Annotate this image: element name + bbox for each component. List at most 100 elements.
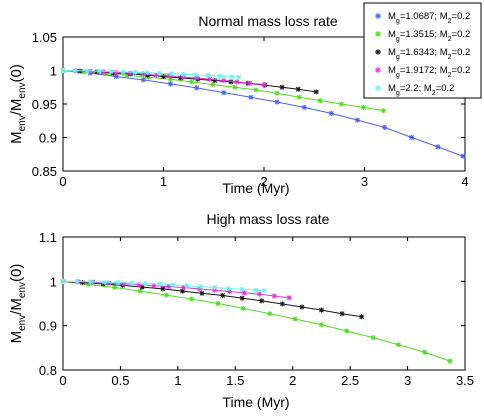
- text-part: =1.9172; M: [400, 65, 448, 76]
- subscript: 2: [448, 36, 452, 43]
- data-point: [163, 292, 169, 298]
- series-line: [62, 70, 464, 157]
- y-tick-label: 0.8: [39, 363, 57, 378]
- x-tick-label: 0.5: [111, 373, 129, 388]
- data-point: [338, 101, 344, 107]
- data-point: [221, 90, 227, 96]
- data-point: [395, 342, 401, 348]
- legend-entry-label: Mg=1.3515; M2=0.2: [388, 29, 470, 43]
- text-part: =0.2: [452, 29, 471, 40]
- y-tick-label: 0.95: [32, 97, 57, 112]
- data-point: [271, 293, 277, 299]
- text-part: /M: [8, 298, 25, 315]
- data-point: [108, 69, 114, 75]
- text-part: (0): [8, 64, 25, 82]
- legend-entry-label: Mg=1.9172; M2=0.2: [388, 65, 470, 79]
- text-part: =1.6343; M: [400, 47, 448, 58]
- data-point: [381, 108, 387, 114]
- data-point: [156, 70, 162, 76]
- y-tick-label: 0.9: [39, 319, 57, 334]
- legend-box: [363, 2, 482, 99]
- legend-entry-label: Mg=1.0687; M2=0.2: [388, 11, 470, 25]
- x-tick-label: 0: [59, 174, 66, 189]
- data-point: [344, 328, 350, 334]
- y-tick-label: 1.05: [32, 30, 57, 45]
- data-point: [140, 77, 146, 83]
- series-line: [62, 70, 317, 93]
- data-point: [113, 70, 119, 76]
- text-part: M: [388, 11, 396, 22]
- data-point: [199, 290, 205, 296]
- data-point: [313, 89, 319, 95]
- data-point: [232, 84, 238, 90]
- text-part: =0.2: [452, 47, 471, 58]
- legend-entry-label: Mg=2.2; M2=0.2: [388, 83, 454, 97]
- subscript: g: [396, 36, 400, 43]
- series-line: [62, 70, 384, 112]
- text-part: =0.2: [452, 65, 471, 76]
- y-tick-label: 1: [50, 64, 57, 79]
- data-point: [236, 74, 242, 80]
- data-point: [435, 144, 441, 150]
- data-point: [132, 69, 138, 75]
- data-point: [143, 281, 149, 287]
- chart-title: Normal mass loss rate: [198, 13, 337, 29]
- data-point: [422, 349, 428, 355]
- data-point: [229, 74, 235, 80]
- subscript: g: [396, 72, 400, 79]
- text-part: M: [8, 131, 25, 144]
- data-point: [212, 285, 218, 291]
- data-point: [127, 70, 133, 76]
- series-line: [62, 280, 265, 292]
- data-point: [239, 295, 245, 301]
- data-point: [292, 316, 298, 322]
- data-point: [115, 280, 121, 286]
- data-point: [156, 281, 162, 287]
- legend-marker: [375, 49, 381, 55]
- data-point: [261, 82, 267, 88]
- data-point: [181, 71, 187, 77]
- y-tick-label: 0.9: [39, 131, 57, 146]
- data-point: [220, 293, 226, 299]
- y-tick-label: 0.85: [32, 164, 57, 179]
- x-tick-label: 1: [174, 373, 181, 388]
- data-point: [382, 124, 388, 130]
- series-line: [62, 280, 290, 299]
- data-point: [72, 68, 78, 74]
- data-point: [120, 69, 126, 75]
- series-line: [62, 280, 451, 362]
- panel-high-mass-loss: 0 0.5 1 1.5 2 2.5 3 3.5 0.8 0.9 1 1.1 High mass loss…: [8, 211, 474, 410]
- legend-marker: [375, 31, 381, 37]
- data-point: [299, 304, 305, 310]
- data-point: [240, 305, 246, 311]
- data-point: [296, 94, 302, 100]
- data-point: [228, 79, 234, 85]
- x-tick-label: 2: [289, 373, 296, 388]
- text-part: M: [8, 331, 25, 344]
- data-point: [295, 86, 301, 92]
- legend-marker: [375, 85, 381, 91]
- text-part: =0.2: [452, 11, 471, 22]
- series-line: [62, 70, 239, 78]
- data-point: [318, 307, 324, 313]
- data-point: [301, 104, 307, 110]
- text-part: =0.2: [436, 83, 455, 94]
- data-point: [169, 71, 175, 77]
- data-point: [248, 94, 254, 100]
- x-tick-label: 1: [160, 174, 167, 189]
- data-point: [447, 358, 453, 364]
- text-part: M: [388, 83, 396, 94]
- x-tick-label: 3: [361, 174, 368, 189]
- data-point: [460, 153, 466, 159]
- data-point: [241, 290, 247, 296]
- y-tick-label: 1: [50, 274, 57, 289]
- data-point: [360, 104, 366, 110]
- x-tick-label: 2.5: [341, 373, 359, 388]
- x-tick-label: 4: [461, 174, 468, 189]
- text-part: M: [388, 29, 396, 40]
- data-point: [339, 311, 345, 317]
- x-axis-label: Time (Myr): [222, 394, 289, 410]
- data-point: [279, 84, 285, 90]
- data-point: [60, 278, 66, 284]
